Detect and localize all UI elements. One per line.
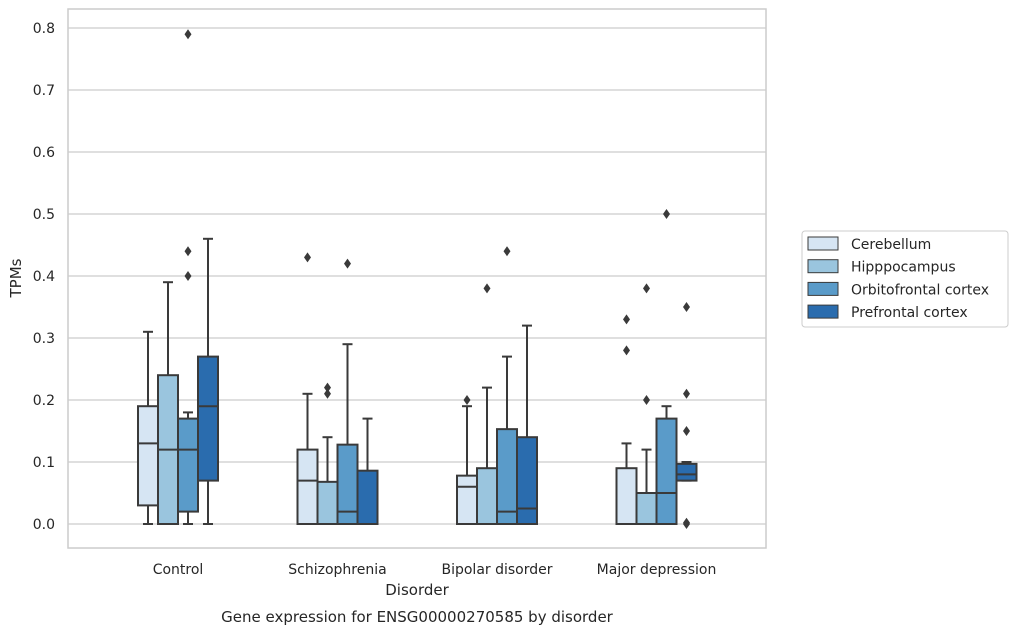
box-body	[516, 436, 538, 526]
flier-point	[623, 314, 630, 325]
y-tick-label: 0.4	[33, 269, 55, 285]
box	[177, 29, 199, 525]
plot-frame	[67, 8, 767, 549]
flier-point	[184, 271, 192, 281]
box	[675, 302, 698, 529]
flier-point	[643, 283, 650, 294]
y-tick-label: 0.1	[33, 455, 55, 471]
flier-point	[304, 252, 311, 263]
flier-point	[683, 388, 690, 399]
flier-point	[623, 345, 630, 356]
flier-point	[324, 388, 331, 399]
box-body	[296, 448, 319, 526]
legend-swatch	[807, 259, 839, 274]
box	[336, 258, 359, 526]
legend-label: Hipppocampus	[851, 260, 956, 276]
box-body	[137, 405, 159, 507]
box-body	[177, 417, 199, 513]
box	[456, 395, 478, 526]
box	[516, 324, 538, 526]
y-tick-label: 0.2	[33, 393, 55, 409]
flier-point	[683, 302, 690, 312]
x-tick-label: Schizophrenia	[288, 562, 386, 578]
box	[157, 281, 179, 526]
y-tick-label: 0.3	[33, 331, 55, 347]
y-tick-label: 0.5	[33, 207, 55, 223]
y-tick-label: 0.0	[33, 517, 55, 533]
x-tick-label: Major depression	[597, 562, 717, 578]
box	[296, 252, 319, 526]
box	[197, 237, 219, 525]
legend-swatch	[807, 236, 839, 251]
box-body	[655, 417, 678, 526]
box	[476, 283, 498, 526]
y-tick-label: 0.6	[33, 145, 55, 161]
flier-point	[643, 395, 650, 405]
y-tick-labels: 0.0 0.1 0.2 0.3 0.4 0.5 0.6 0.7 0.8	[33, 21, 55, 533]
flier-point	[483, 283, 491, 294]
flier-point	[463, 395, 471, 405]
box	[356, 417, 379, 525]
x-tick-label: Bipolar disorder	[441, 562, 552, 578]
legend-label: Cerebellum	[851, 237, 931, 253]
chart-caption: Gene expression for ENSG00000270585 by d…	[221, 608, 614, 626]
flier-point	[663, 209, 670, 219]
box-body	[456, 474, 478, 526]
y-axis-label: TPMs	[7, 258, 25, 298]
flier-point	[344, 258, 351, 269]
box-groups	[137, 29, 698, 529]
x-tick-labels: Control Schizophrenia Bipolar disorder Majo…	[153, 562, 717, 578]
box	[655, 209, 678, 526]
legend-label: Prefrontal cortex	[851, 305, 968, 321]
y-tick-label: 0.8	[33, 21, 55, 37]
box-body	[615, 467, 638, 526]
legend-swatch	[807, 304, 839, 319]
legend-frame	[801, 230, 1009, 328]
box-body	[635, 492, 658, 525]
box-body	[675, 462, 698, 482]
legend: Cerebellum Hipppocampus Orbitofrontal cort…	[801, 230, 1009, 328]
legend-swatch	[807, 281, 839, 296]
box-body	[496, 428, 518, 526]
flier-point	[683, 517, 690, 528]
x-axis-label: Disorder	[385, 581, 449, 599]
flier-point	[503, 246, 511, 257]
x-tick-label: Control	[153, 562, 204, 578]
box	[635, 283, 658, 525]
legend-label: Orbitofrontal cortex	[851, 282, 989, 298]
flier-point	[184, 29, 192, 40]
box-body	[197, 355, 219, 482]
flier-point	[184, 246, 192, 257]
box-body	[476, 467, 498, 526]
flier-point	[324, 382, 331, 393]
y-tick-label: 0.7	[33, 83, 55, 99]
flier-point	[683, 426, 690, 436]
box-body	[356, 469, 379, 525]
box-body	[316, 480, 339, 525]
